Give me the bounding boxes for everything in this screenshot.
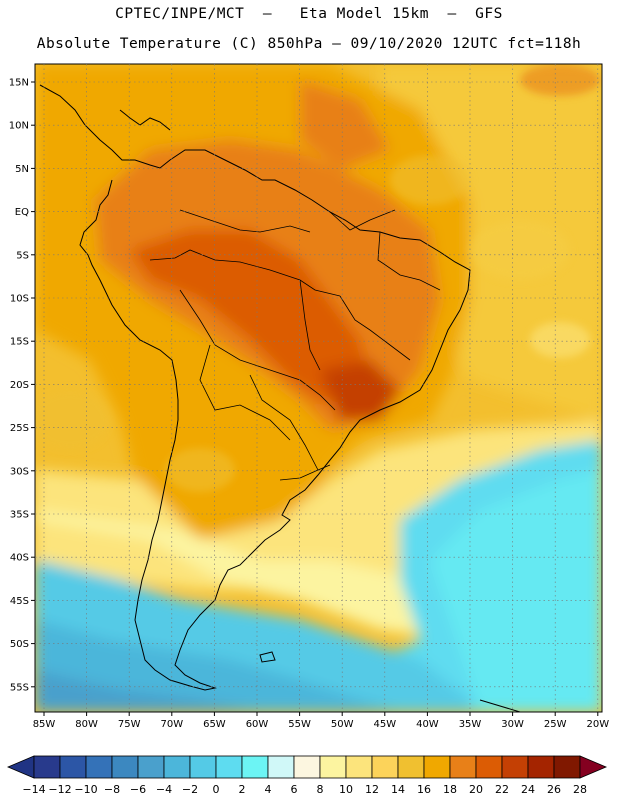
colorbar-low-arrow xyxy=(6,755,35,779)
colorbar-label: 16 xyxy=(417,783,431,796)
colorbar-swatch xyxy=(319,755,347,779)
colorbar-swatch xyxy=(163,755,191,779)
lon-label: 35W xyxy=(459,719,482,730)
colorbar-label: 10 xyxy=(339,783,353,796)
longitude-labels: 85W 80W 75W 70W 65W 60W 55W 50W 45W 40W 35W 30W 25W 2… xyxy=(33,712,609,730)
lat-label: 25S xyxy=(10,423,29,434)
colorbar-label: 0 xyxy=(213,783,220,796)
lat-label: 10N xyxy=(9,121,29,132)
temperature-field xyxy=(35,64,602,712)
lon-label: 85W xyxy=(33,719,56,730)
lat-label: 35S xyxy=(10,510,29,521)
chart-subtitle: Absolute Temperature (C) 850hPa – 09/10/… xyxy=(36,36,582,52)
lat-label: 15S xyxy=(10,337,29,348)
colorbar-swatch xyxy=(189,755,217,779)
lat-label: 55S xyxy=(10,682,29,693)
colorbar-label: 28 xyxy=(573,783,587,796)
lon-label: 20W xyxy=(586,719,609,730)
colorbar-swatch xyxy=(397,755,425,779)
colorbar-label: 26 xyxy=(547,783,561,796)
lat-label: 50S xyxy=(10,639,29,650)
graticule xyxy=(35,64,602,712)
colorbar-swatch xyxy=(59,755,87,779)
lat-label: 5N xyxy=(15,164,29,175)
colorbar-label: 6 xyxy=(291,783,298,796)
colorbar-swatch xyxy=(527,755,555,779)
colorbar-swatch xyxy=(345,755,373,779)
colorbar-high-arrow xyxy=(579,755,608,779)
lon-label: 70W xyxy=(160,719,183,730)
lat-label: 20S xyxy=(10,380,29,391)
colorbar-swatch xyxy=(33,755,61,779)
lon-label: 55W xyxy=(288,719,311,730)
colorbar-swatch xyxy=(137,755,165,779)
colorbar-label: 12 xyxy=(365,783,379,796)
colorbar-label: 4 xyxy=(265,783,272,796)
colorbar-label: 24 xyxy=(521,783,535,796)
colorbar-label: 8 xyxy=(317,783,324,796)
colorbar-label: −2 xyxy=(182,783,198,796)
lon-label: 40W xyxy=(416,719,439,730)
colorbar-swatch xyxy=(371,755,399,779)
lon-label: 75W xyxy=(118,719,141,730)
colorbar-labels: −14 −12 −10 −8 −6 −4 −2 0 2 4 6 8 10 12 14 16 18 20 22 24 26… xyxy=(22,783,587,796)
lat-label: 45S xyxy=(10,596,29,607)
colorbar-swatch xyxy=(241,755,269,779)
lon-label: 65W xyxy=(203,719,226,730)
colorbar-label: 20 xyxy=(469,783,483,796)
colorbar-label: 18 xyxy=(443,783,457,796)
latitude-labels: 15N 10N 5N EQ 5S 10S 15S 20S 25S 30S 35S 40S 45S 50S 5… xyxy=(9,78,35,693)
colorbar-swatch xyxy=(111,755,139,779)
colorbar-swatch xyxy=(449,755,477,779)
lat-label: 5S xyxy=(16,250,29,261)
lon-label: 25W xyxy=(544,719,567,730)
colorbar-swatch xyxy=(423,755,451,779)
lon-label: 45W xyxy=(373,719,396,730)
colorbar-label: −10 xyxy=(74,783,97,796)
colorbar-swatch xyxy=(293,755,321,779)
lon-label: 60W xyxy=(246,719,269,730)
colorbar-swatch xyxy=(215,755,243,779)
country-borders xyxy=(149,209,441,481)
colorbar-label: −8 xyxy=(104,783,120,796)
colorbar-swatch xyxy=(85,755,113,779)
lat-label: EQ xyxy=(15,207,29,218)
colorbar-swatch xyxy=(267,755,295,779)
lon-label: 50W xyxy=(331,719,354,730)
lat-label: 40S xyxy=(10,553,29,564)
colorbar xyxy=(6,755,608,779)
plot-frame xyxy=(34,63,603,713)
chart-title: CPTEC/INPE/MCT – Eta Model 15km – GFS xyxy=(115,6,503,22)
lat-label: 10S xyxy=(10,294,29,305)
coastline xyxy=(39,84,521,712)
colorbar-label: −12 xyxy=(48,783,71,796)
lat-label: 15N xyxy=(9,78,29,89)
colorbar-label: 14 xyxy=(391,783,405,796)
colorbar-swatch xyxy=(553,755,581,779)
lon-label: 80W xyxy=(75,719,98,730)
lon-label: 30W xyxy=(501,719,524,730)
colorbar-label: −4 xyxy=(156,783,172,796)
colorbar-swatch xyxy=(475,755,503,779)
colorbar-label: 22 xyxy=(495,783,509,796)
colorbar-swatch xyxy=(501,755,529,779)
lat-label: 30S xyxy=(10,466,29,477)
colorbar-label: −6 xyxy=(130,783,146,796)
colorbar-label: 2 xyxy=(239,783,246,796)
colorbar-label: −14 xyxy=(22,783,45,796)
